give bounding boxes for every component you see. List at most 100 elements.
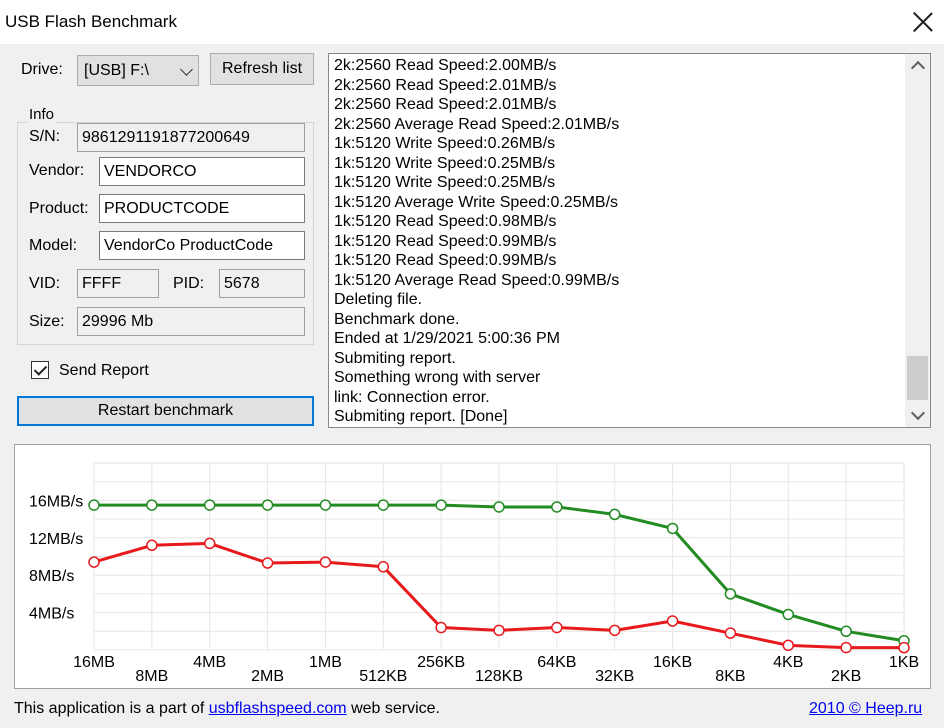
y-tick-label: 8MB/s [29, 568, 74, 585]
green-series-point [377, 499, 390, 511]
red-series-point [840, 641, 852, 654]
red-series-point [608, 624, 621, 637]
y-tick-label: 16MB/s [29, 493, 83, 510]
x-tick-label: 128KB [475, 668, 523, 685]
x-tick-label: 8MB [135, 668, 168, 685]
drive-select[interactable]: [USB] F:\ [77, 55, 199, 86]
x-tick-label: 2MB [251, 668, 284, 685]
x-tick-label: 2KB [831, 668, 861, 685]
log-scrollbar[interactable] [905, 54, 930, 427]
red-series-point [435, 621, 447, 634]
log-line: 2k:2560 Read Speed:2.01MB/s [334, 96, 557, 113]
green-series-point [146, 499, 158, 511]
log-line: 2k:2560 Read Speed:2.00MB/s [334, 57, 557, 74]
red-series-point [898, 641, 910, 654]
y-tick-label: 4MB/s [29, 606, 74, 623]
green-series-point [88, 499, 100, 511]
vid-field[interactable]: FFFF [77, 269, 159, 298]
info-group [17, 122, 314, 345]
log-line: 2k:2560 Average Read Speed:2.01MB/s [334, 115, 620, 133]
x-tick-label: 16MB [73, 654, 115, 671]
x-tick-label: 64KB [537, 654, 576, 671]
log-line: 1k:5120 Read Speed:0.99MB/s [334, 252, 557, 269]
usbflashspeed-link[interactable]: usbflashspeed.com [208, 700, 347, 717]
log-line: 1k:5120 Average Write Speed:0.25MB/s [334, 193, 619, 211]
red-series-point [666, 615, 679, 627]
x-tick-label: 512KB [359, 668, 407, 685]
product-label: Product: [29, 200, 89, 217]
model-label: Model: [29, 237, 78, 254]
x-tick-label: 32KB [595, 668, 634, 685]
red-series-point [146, 539, 158, 552]
green-series-point [724, 588, 737, 600]
red-series-point [88, 556, 100, 568]
info-group-title: Info [27, 106, 57, 123]
log-line: Something wrong with server [334, 369, 541, 386]
restart-benchmark-button[interactable]: Restart benchmark [17, 396, 314, 426]
green-series-point [261, 499, 274, 511]
log-line: link: Connection error. [334, 388, 490, 406]
x-tick-label: 8KB [715, 668, 745, 685]
footer-text: This application is a part of usbflashsp… [14, 700, 440, 718]
red-series-point [724, 627, 737, 639]
log-line: 2k:2560 Read Speed:2.01MB/s [334, 76, 557, 94]
log-line: 1k:5120 Write Speed:0.25MB/s [334, 154, 556, 172]
red-series-point [203, 537, 216, 550]
sn-field[interactable]: 9861291191877200649 [77, 123, 305, 152]
vendor-field[interactable]: VENDORCO [99, 157, 305, 186]
green-series-point [608, 508, 621, 521]
green-series-point [435, 499, 447, 511]
log-line: Submiting report. [334, 349, 456, 367]
x-tick-label: 256KB [417, 654, 465, 671]
green-series-point [319, 499, 332, 511]
drive-select-value: [USB] F:\ [84, 62, 149, 79]
x-tick-label: 1MB [309, 654, 342, 671]
green-series-point [203, 499, 216, 511]
sn-label: S/N: [29, 128, 61, 145]
scroll-down-icon[interactable] [905, 405, 930, 427]
red-series-point [261, 557, 274, 569]
green-series-point [551, 501, 563, 513]
vendor-label: Vendor: [29, 162, 85, 179]
log-line: Ended at 1/29/2021 5:00:36 PM [334, 330, 560, 347]
red-series-point [493, 624, 505, 637]
send-report-checkbox[interactable] [31, 361, 49, 379]
pid-label: PID: [173, 275, 205, 292]
size-label: Size: [29, 313, 65, 330]
red-series-point [319, 556, 332, 568]
red-series-point [782, 639, 795, 652]
scroll-up-icon[interactable] [905, 54, 930, 76]
green-series-point [666, 522, 679, 535]
log-textbox[interactable]: 2k:2560 Read Speed:2.00MB/s 2k:2560 Read … [328, 53, 931, 428]
speed-chart: 16MB/s 12MB/s 8MB/s 4MB/s 16MB 8MB 4MB 2MB 1MB 51… [29, 462, 919, 685]
red-series-point [551, 621, 563, 634]
log-line: 1k:5120 Average Read Speed:0.99MB/s [334, 271, 620, 289]
log-line: 1k:5120 Write Speed:0.25MB/s [334, 174, 556, 191]
x-tick-label: 16KB [653, 654, 692, 671]
x-tick-label: 4MB [193, 654, 226, 671]
window-title: USB Flash Benchmark [5, 12, 177, 31]
size-field[interactable]: 29996 Mb [77, 307, 305, 336]
copyright-link[interactable]: 2010 © Heep.ru [809, 700, 923, 717]
log-line: Submiting report. [Done] [334, 408, 508, 425]
scroll-thumb[interactable] [907, 356, 928, 400]
pid-field[interactable]: 5678 [219, 269, 305, 298]
model-field[interactable]: VendorCo ProductCode [99, 231, 305, 260]
log-lines: 2k:2560 Read Speed:2.00MB/s 2k:2560 Read … [334, 56, 899, 427]
close-icon[interactable] [912, 11, 934, 33]
log-line: 1k:5120 Read Speed:0.98MB/s [334, 213, 557, 230]
refresh-list-button[interactable]: Refresh list [210, 53, 314, 85]
footer-text-before: This application is a part of [14, 700, 209, 717]
drive-label: Drive: [21, 61, 63, 78]
x-tick-label: 4KB [773, 654, 803, 671]
vid-label: VID: [29, 275, 61, 292]
log-line: 1k:5120 Read Speed:0.99MB/s [334, 232, 557, 250]
green-series-point [782, 608, 795, 621]
x-tick-label: 1KB [889, 654, 919, 671]
footer-text-after: web service. [346, 700, 440, 717]
y-tick-label: 12MB/s [29, 531, 83, 548]
title-bar: USB Flash Benchmark [0, 0, 944, 44]
green-series-point [493, 501, 505, 513]
product-field[interactable]: PRODUCTCODE [99, 194, 305, 223]
log-line: 1k:5120 Write Speed:0.26MB/s [334, 135, 556, 152]
